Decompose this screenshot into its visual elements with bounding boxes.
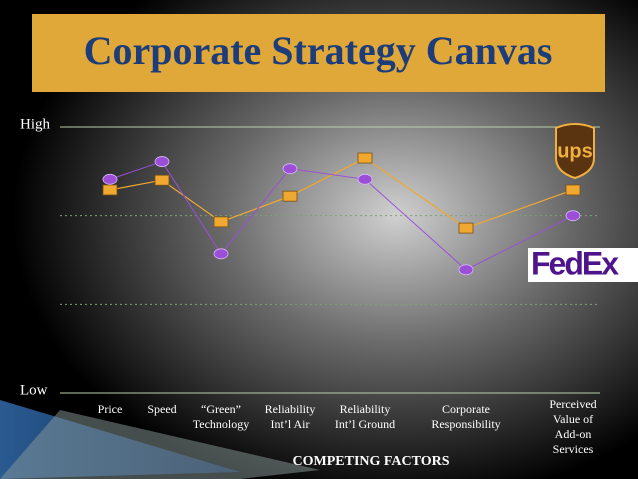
marker [213, 216, 229, 228]
x-tick-label: Perceived Value of Add-on Services [549, 397, 596, 456]
x-tick-label: Reliability Int’l Air [265, 402, 316, 431]
x-tick-label: Reliability Int’l Ground [335, 402, 395, 431]
x-axis-label: COMPETING FACTORS [293, 454, 450, 469]
y-tick-label: Low [20, 382, 48, 398]
marker [102, 173, 118, 185]
marker [458, 222, 474, 234]
title-banner [32, 14, 605, 92]
marker [565, 184, 581, 196]
x-tick-label: “Green” Technology [193, 402, 249, 431]
x-tick-label: Speed [147, 402, 176, 416]
marker [357, 152, 373, 164]
x-tick-label: Price [98, 402, 123, 416]
marker [565, 210, 581, 222]
marker [154, 174, 170, 186]
legend-label: FedEx [531, 245, 619, 281]
marker [213, 248, 229, 260]
chart-title: Corporate Strategy Canvas [84, 28, 553, 73]
marker [102, 184, 118, 196]
ups-shield [555, 123, 595, 180]
y-tick-label: High [20, 116, 51, 132]
marker [458, 264, 474, 276]
marker [282, 190, 298, 202]
marker [282, 163, 298, 175]
legend-label: ups [557, 140, 593, 162]
x-tick-label: Corporate Responsibility [431, 402, 500, 431]
decor [0, 410, 320, 479]
marker [357, 173, 373, 185]
fedex-box [528, 248, 638, 282]
marker [154, 156, 170, 167]
